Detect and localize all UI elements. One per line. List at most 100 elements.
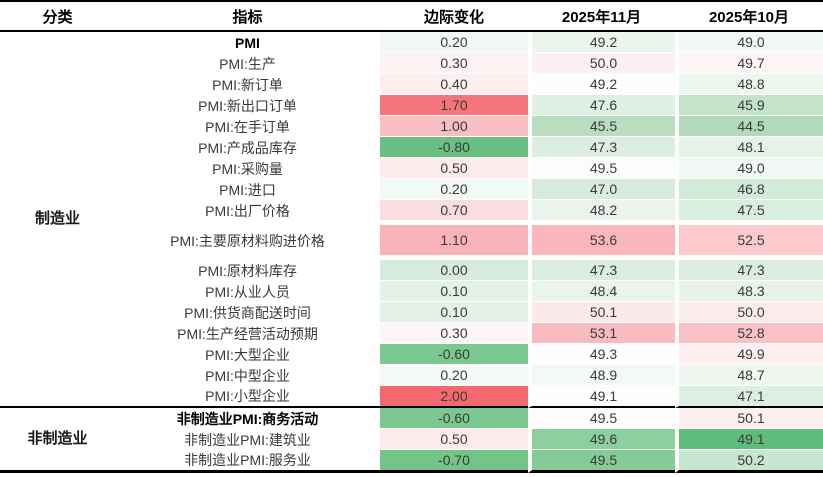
table-row: PMI:进口 0.20 47.0 46.8 xyxy=(0,179,823,200)
indicator-cell: 非制造业PMI:建筑业 xyxy=(115,429,380,450)
indicator-cell: PMI:从业人员 xyxy=(115,281,380,302)
table-row: PMI:大型企业 -0.60 49.3 49.9 xyxy=(0,344,823,365)
header-nov: 2025年11月 xyxy=(528,0,675,32)
nov-cell: 49.1 xyxy=(528,386,675,408)
nov-cell: 47.3 xyxy=(528,260,675,281)
nov-cell: 48.9 xyxy=(528,365,675,386)
nov-cell: 47.3 xyxy=(528,137,675,158)
indicator-cell: PMI:中型企业 xyxy=(115,365,380,386)
nov-cell: 49.5 xyxy=(528,158,675,179)
change-cell: -0.60 xyxy=(380,344,528,365)
oct-cell: 48.8 xyxy=(675,74,823,95)
table-row: PMI:新订单 0.40 49.2 48.8 xyxy=(0,74,823,95)
table-row: PMI:在手订单 1.00 45.5 44.5 xyxy=(0,116,823,137)
table-row: PMI:小型企业 2.00 49.1 47.1 xyxy=(0,386,823,408)
change-cell: -0.80 xyxy=(380,137,528,158)
oct-cell: 48.7 xyxy=(675,365,823,386)
nov-cell: 49.2 xyxy=(528,74,675,95)
nov-cell: 45.5 xyxy=(528,116,675,137)
nov-cell: 47.0 xyxy=(528,179,675,200)
oct-cell: 47.1 xyxy=(675,386,823,408)
indicator-cell: PMI:在手订单 xyxy=(115,116,380,137)
oct-cell: 49.0 xyxy=(675,158,823,179)
table-row: PMI:生产 0.30 50.0 49.7 xyxy=(0,53,823,74)
table-row: PMI:原材料库存 0.00 47.3 47.3 xyxy=(0,260,823,281)
indicator-cell: 非制造业PMI:商务活动 xyxy=(115,408,380,429)
nov-cell: 53.1 xyxy=(528,323,675,344)
oct-cell: 50.2 xyxy=(675,450,823,473)
table-row: 非制造业 非制造业PMI:商务活动 -0.60 49.5 50.1 xyxy=(0,408,823,473)
change-cell: 0.30 xyxy=(380,53,528,74)
change-cell: 0.50 xyxy=(380,158,528,179)
nov-cell: 47.6 xyxy=(528,95,675,116)
table-row: PMI:从业人员 0.10 48.4 48.3 xyxy=(0,281,823,302)
nov-cell: 48.2 xyxy=(528,200,675,221)
header-category: 分类 xyxy=(0,0,115,32)
indicator-cell: PMI:进口 xyxy=(115,179,380,200)
indicator-cell: PMI:供货商配送时间 xyxy=(115,302,380,323)
table-row: 非制造业PMI:建筑业 0.50 49.6 49.1 xyxy=(0,429,823,450)
change-cell: 0.10 xyxy=(380,302,528,323)
oct-cell: 46.8 xyxy=(675,179,823,200)
oct-cell: 47.3 xyxy=(675,260,823,281)
nov-cell: 53.6 xyxy=(528,221,675,260)
indicator-cell: 非制造业PMI:服务业 xyxy=(115,450,380,473)
header-oct: 2025年10月 xyxy=(675,0,823,32)
table-row: PMI:出厂价格 0.70 48.2 47.5 xyxy=(0,200,823,221)
change-cell: 0.20 xyxy=(380,365,528,386)
table-row: PMI:供货商配送时间 0.10 50.1 50.0 xyxy=(0,302,823,323)
indicator-cell: PMI:生产经营活动预期 xyxy=(115,323,380,344)
nov-cell: 49.5 xyxy=(528,450,675,473)
nov-cell: 49.6 xyxy=(528,429,675,450)
oct-cell: 49.9 xyxy=(675,344,823,365)
nov-cell: 50.1 xyxy=(528,302,675,323)
change-cell: 0.10 xyxy=(380,281,528,302)
header-row: 分类 指标 边际变化 2025年11月 2025年10月 xyxy=(0,0,823,32)
change-cell: 0.50 xyxy=(380,429,528,450)
indicator-cell: PMI:原材料库存 xyxy=(115,260,380,281)
header-change: 边际变化 xyxy=(380,0,528,32)
table-row: PMI:中型企业 0.20 48.9 48.7 xyxy=(0,365,823,386)
table-row: PMI:生产经营活动预期 0.30 53.1 52.8 xyxy=(0,323,823,344)
indicator-cell: PMI:生产 xyxy=(115,53,380,74)
indicator-cell: PMI:产成品库存 xyxy=(115,137,380,158)
nov-cell: 49.5 xyxy=(528,408,675,429)
change-cell: 0.40 xyxy=(380,74,528,95)
table-row: PMI:主要原材料购进价格 1.10 53.6 52.5 xyxy=(0,221,823,260)
table-row: 制造业 PMI 0.20 49.2 49.0 xyxy=(0,32,823,408)
table-body: 制造业 PMI 0.20 49.2 49.0 PMI:生产 0.30 50.0 … xyxy=(0,32,823,473)
indicator-cell: PMI xyxy=(115,32,380,53)
change-cell: 0.30 xyxy=(380,323,528,344)
oct-cell: 52.8 xyxy=(675,323,823,344)
change-cell: 1.10 xyxy=(380,221,528,260)
nov-cell: 48.4 xyxy=(528,281,675,302)
table-row: PMI:采购量 0.50 49.5 49.0 xyxy=(0,158,823,179)
nov-cell: 49.3 xyxy=(528,344,675,365)
table-row: 非制造业PMI:服务业 -0.70 49.5 50.2 xyxy=(0,450,823,473)
oct-cell: 45.9 xyxy=(675,95,823,116)
oct-cell: 48.3 xyxy=(675,281,823,302)
oct-cell: 49.7 xyxy=(675,53,823,74)
oct-cell: 44.5 xyxy=(675,116,823,137)
change-cell: -0.70 xyxy=(380,450,528,473)
table-row: PMI:产成品库存 -0.80 47.3 48.1 xyxy=(0,137,823,158)
header-indicator: 指标 xyxy=(115,0,380,32)
oct-cell: 47.5 xyxy=(675,200,823,221)
indicator-cell: PMI:主要原材料购进价格 xyxy=(115,221,380,260)
oct-cell: 50.1 xyxy=(675,408,823,429)
oct-cell: 49.1 xyxy=(675,429,823,450)
table-row: PMI:新出口订单 1.70 47.6 45.9 xyxy=(0,95,823,116)
change-cell: 0.20 xyxy=(380,179,528,200)
change-cell: 1.70 xyxy=(380,95,528,116)
oct-cell: 49.0 xyxy=(675,32,823,53)
oct-cell: 52.5 xyxy=(675,221,823,260)
category-cell: 非制造业 xyxy=(0,408,115,473)
nov-cell: 50.0 xyxy=(528,53,675,74)
change-cell: -0.60 xyxy=(380,408,528,429)
change-cell: 1.00 xyxy=(380,116,528,137)
indicator-cell: PMI:新出口订单 xyxy=(115,95,380,116)
oct-cell: 50.0 xyxy=(675,302,823,323)
change-cell: 0.20 xyxy=(380,32,528,53)
indicator-cell: PMI:小型企业 xyxy=(115,386,380,408)
